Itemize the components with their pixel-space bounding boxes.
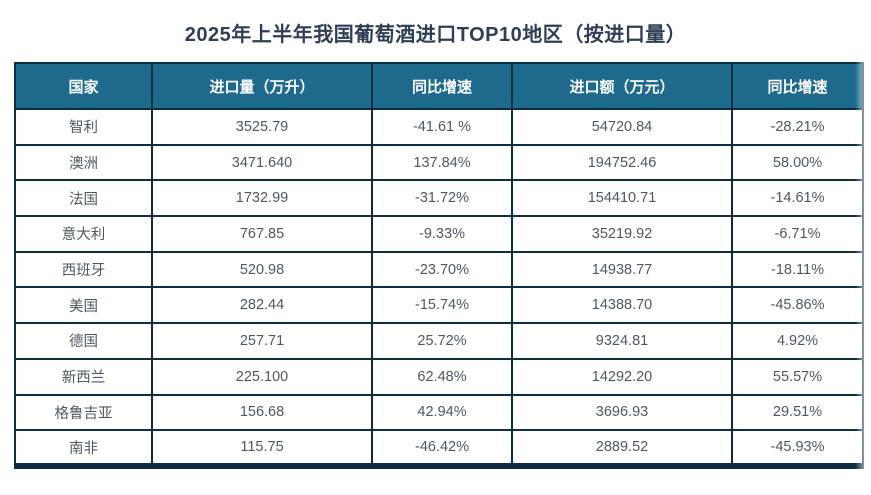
table-row: 意大利 767.85 -9.33% 35219.92 -6.71% xyxy=(14,215,864,253)
value-cell: 194752.46 xyxy=(511,143,733,182)
value-cell: -31.72% xyxy=(371,179,513,218)
table-row: 澳洲 3471.640 137.84% 194752.46 58.00% xyxy=(14,143,864,182)
value-cell: 54720.84 xyxy=(511,108,733,146)
value-cell: 225.100 xyxy=(151,357,373,396)
wine-import-table: 国家 进口量（万升） 同比增速 进口额（万元） 同比增速 智利 3525.79 -41.61… xyxy=(14,62,864,469)
column-header: 同比增速 xyxy=(731,62,864,110)
value-cell: 55.57% xyxy=(731,357,864,396)
country-cell: 德国 xyxy=(14,322,153,360)
table-row: 法国 1732.99 -31.72% 154410.71 -14.61% xyxy=(14,179,864,218)
value-cell: -15.74% xyxy=(371,286,513,325)
value-cell: 154410.71 xyxy=(511,179,733,218)
value-cell: -45.86% xyxy=(731,286,864,325)
value-cell: -45.93% xyxy=(731,429,864,467)
value-cell: 3525.79 xyxy=(151,108,373,146)
value-cell: 62.48% xyxy=(371,357,513,396)
country-cell: 意大利 xyxy=(14,215,153,253)
country-cell: 法国 xyxy=(14,179,153,218)
table-row: 新西兰 225.100 62.48% 14292.20 55.57% xyxy=(14,357,864,396)
value-cell: 58.00% xyxy=(731,143,864,182)
country-cell: 西班牙 xyxy=(14,250,153,289)
country-cell: 新西兰 xyxy=(14,357,153,396)
value-cell: -9.33% xyxy=(371,215,513,253)
value-cell: 3471.640 xyxy=(151,143,373,182)
value-cell: -23.70% xyxy=(371,250,513,289)
header-row: 国家 进口量（万升） 同比增速 进口额（万元） 同比增速 xyxy=(14,62,864,110)
value-cell: 282.44 xyxy=(151,286,373,325)
value-cell: -6.71% xyxy=(731,215,864,253)
country-cell: 智利 xyxy=(14,108,153,146)
value-cell: 14388.70 xyxy=(511,286,733,325)
value-cell: 137.84% xyxy=(371,143,513,182)
value-cell: 115.75 xyxy=(151,429,373,467)
page-title: 2025年上半年我国葡萄酒进口TOP10地区（按进口量） xyxy=(184,24,687,46)
country-cell: 澳洲 xyxy=(14,143,153,182)
table-row: 德国 257.71 25.72% 9324.81 4.92% xyxy=(14,322,864,360)
column-header: 进口量（万升） xyxy=(151,62,373,110)
column-header: 国家 xyxy=(14,62,153,110)
country-cell: 格鲁吉亚 xyxy=(14,393,153,432)
value-cell: 4.92% xyxy=(731,322,864,360)
value-cell: 9324.81 xyxy=(511,322,733,360)
value-cell: 42.94% xyxy=(371,393,513,432)
value-cell: 257.71 xyxy=(151,322,373,360)
column-header: 进口额（万元） xyxy=(511,62,733,110)
column-header: 同比增速 xyxy=(371,62,513,110)
value-cell: 14292.20 xyxy=(511,357,733,396)
value-cell: -14.61% xyxy=(731,179,864,218)
value-cell: 29.51% xyxy=(731,393,864,432)
value-cell: 3696.93 xyxy=(511,393,733,432)
value-cell: 2889.52 xyxy=(511,429,733,467)
value-cell: 156.68 xyxy=(151,393,373,432)
value-cell: 767.85 xyxy=(151,215,373,253)
value-cell: -28.21% xyxy=(731,108,864,146)
table-row: 西班牙 520.98 -23.70% 14938.77 -18.11% xyxy=(14,250,864,289)
table-row: 美国 282.44 -15.74% 14388.70 -45.86% xyxy=(14,286,864,325)
table-row: 格鲁吉亚 156.68 42.94% 3696.93 29.51% xyxy=(14,393,864,432)
value-cell: -41.61 % xyxy=(371,108,513,146)
value-cell: 14938.77 xyxy=(511,250,733,289)
value-cell: 520.98 xyxy=(151,250,373,289)
table-body: 智利 3525.79 -41.61 % 54720.84 -28.21% 澳洲 3471.6… xyxy=(14,108,864,467)
country-cell: 南非 xyxy=(14,429,153,467)
value-cell: 25.72% xyxy=(371,322,513,360)
value-cell: 35219.92 xyxy=(511,215,733,253)
value-cell: 1732.99 xyxy=(151,179,373,218)
value-cell: -46.42% xyxy=(371,429,513,467)
table-row: 南非 115.75 -46.42% 2889.52 -45.93% xyxy=(14,429,864,467)
table-header: 国家 进口量（万升） 同比增速 进口额（万元） 同比增速 xyxy=(14,62,864,110)
value-cell: -18.11% xyxy=(731,250,864,289)
country-cell: 美国 xyxy=(14,286,153,325)
table-row: 智利 3525.79 -41.61 % 54720.84 -28.21% xyxy=(14,108,864,146)
